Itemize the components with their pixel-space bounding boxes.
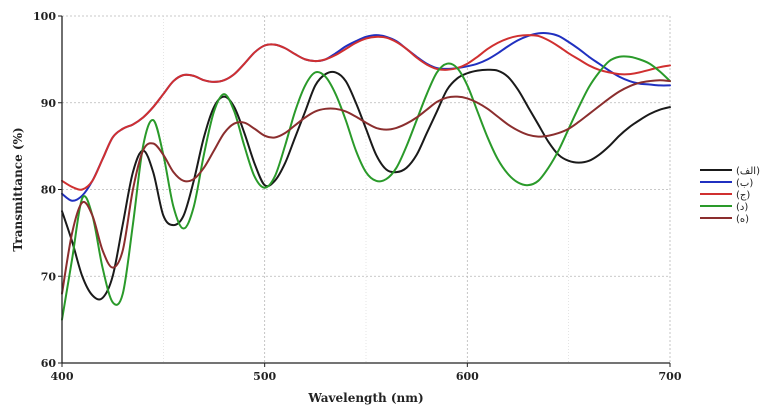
y-tick-label: 70 bbox=[41, 270, 57, 283]
x-tick-label: 700 bbox=[659, 370, 682, 383]
y-tick-label: 60 bbox=[41, 357, 57, 370]
legend-label-2: (ب) bbox=[736, 178, 753, 189]
series-line-3 bbox=[61, 34, 671, 191]
legend: (الف)(ب)(ج)(د)(ه) bbox=[700, 166, 760, 225]
x-tick-label: 600 bbox=[456, 370, 479, 383]
legend-label-1: (الف) bbox=[736, 166, 760, 177]
series-layer bbox=[61, 32, 671, 321]
series-line-1 bbox=[61, 68, 671, 301]
x-axis-ticks: 400 500 600 700 bbox=[51, 363, 682, 383]
legend-label-5: (ه) bbox=[736, 214, 749, 225]
y-tick-label: 80 bbox=[41, 184, 57, 197]
grid-lines bbox=[61, 15, 671, 364]
x-tick-label: 500 bbox=[253, 370, 276, 383]
y-axis-ticks: 60 70 80 90 100 bbox=[33, 10, 62, 370]
x-tick-label: 400 bbox=[51, 370, 74, 383]
y-tick-label: 100 bbox=[33, 10, 56, 23]
y-axis-title: Transmittance (%) bbox=[11, 127, 25, 251]
x-axis-title: Wavelength (nm) bbox=[307, 391, 423, 405]
legend-label-4: (د) bbox=[736, 202, 748, 213]
series-line-5 bbox=[61, 79, 671, 295]
legend-label-3: (ج) bbox=[736, 190, 750, 201]
y-tick-label: 90 bbox=[41, 97, 57, 110]
